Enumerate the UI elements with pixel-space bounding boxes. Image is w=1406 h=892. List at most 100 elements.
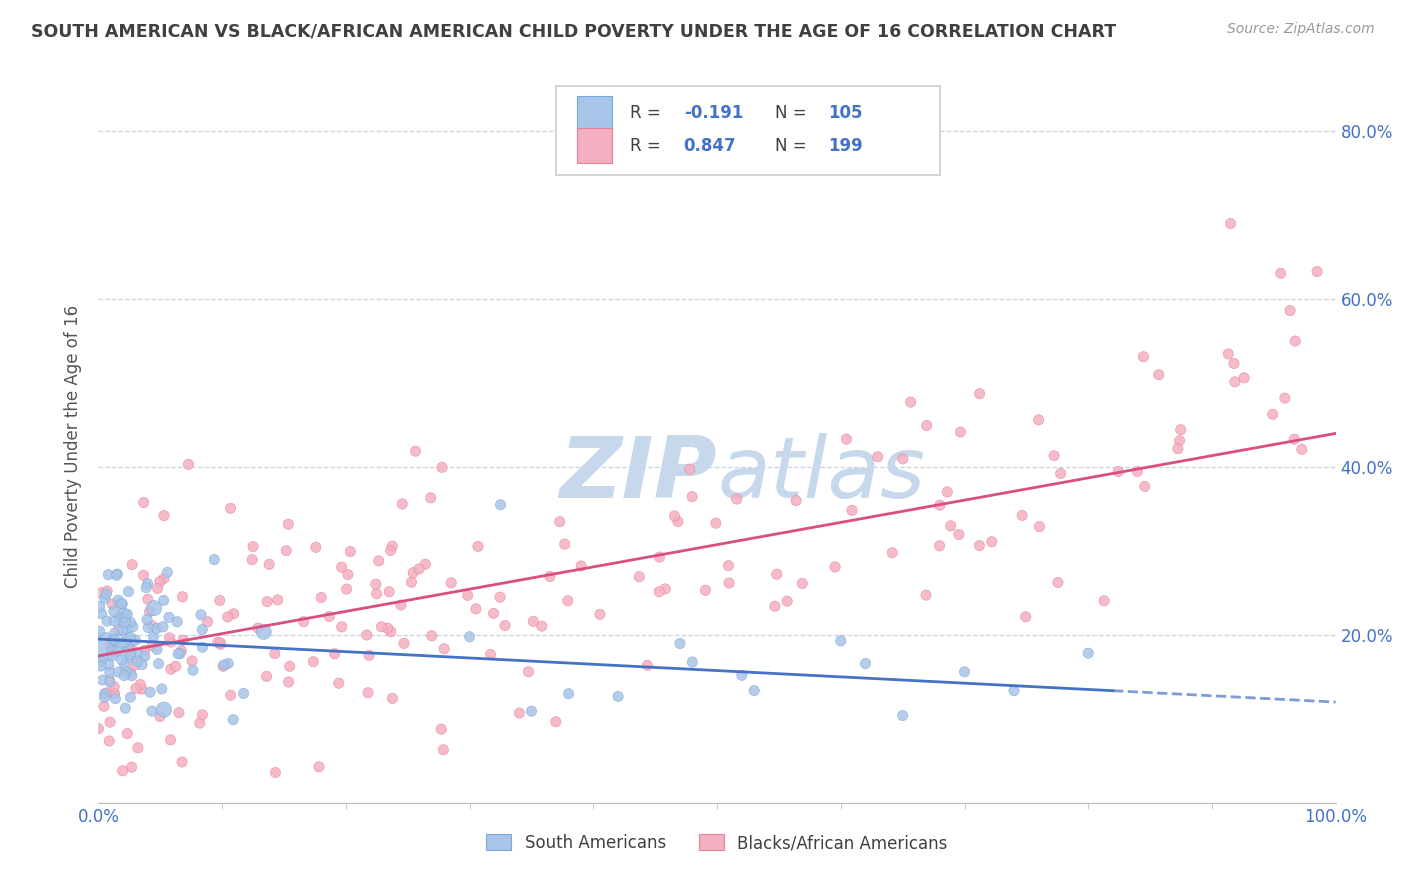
Point: [181, 654, 204, 668]
Point: [467, 540, 489, 554]
Point: [103, 632, 125, 647]
Text: R =: R =: [630, 103, 666, 121]
Point: [124, 657, 146, 672]
Point: [264, 765, 287, 780]
Point: [1274, 391, 1296, 405]
Point: [112, 608, 135, 623]
Point: [217, 657, 239, 671]
Point: [949, 425, 972, 439]
Point: [90, 659, 112, 673]
Point: [207, 635, 229, 649]
Point: [1284, 334, 1306, 348]
Point: [953, 665, 976, 679]
Point: [277, 517, 299, 532]
Point: [142, 630, 165, 644]
Point: [359, 648, 381, 663]
Point: [405, 444, 427, 458]
Point: [121, 620, 143, 634]
Point: [96, 587, 118, 601]
Point: [980, 534, 1002, 549]
Point: [530, 619, 553, 633]
Point: [377, 621, 399, 635]
Point: [93, 690, 115, 705]
Point: [136, 613, 159, 627]
Point: [882, 546, 904, 560]
Point: [765, 567, 787, 582]
Point: [120, 690, 142, 705]
Point: [101, 648, 124, 663]
Point: [115, 622, 138, 636]
Text: -0.191: -0.191: [683, 103, 742, 121]
Point: [127, 654, 149, 668]
FancyBboxPatch shape: [578, 95, 612, 130]
Point: [212, 659, 235, 673]
Point: [323, 647, 346, 661]
Point: [367, 554, 389, 568]
Point: [101, 633, 124, 648]
Point: [1046, 575, 1069, 590]
Point: [364, 577, 387, 591]
Point: [117, 651, 139, 665]
Point: [292, 615, 315, 629]
Point: [100, 638, 122, 652]
Point: [557, 687, 579, 701]
Point: [939, 518, 962, 533]
Point: [115, 665, 138, 679]
Point: [569, 558, 592, 573]
Point: [792, 576, 814, 591]
Point: [149, 709, 172, 723]
Point: [392, 636, 415, 650]
Point: [246, 621, 269, 635]
Point: [115, 607, 138, 622]
Point: [134, 643, 156, 657]
Point: [389, 598, 412, 612]
Point: [725, 491, 748, 506]
Point: [928, 539, 950, 553]
Point: [114, 627, 136, 641]
Point: [153, 703, 176, 717]
Point: [1107, 465, 1129, 479]
Point: [339, 544, 361, 558]
Point: [166, 615, 188, 629]
Point: [169, 647, 191, 661]
Point: [681, 490, 703, 504]
Point: [87, 722, 110, 736]
Point: [191, 707, 214, 722]
Point: [153, 571, 176, 585]
Point: [336, 582, 359, 596]
Point: [276, 543, 298, 558]
Point: [1219, 217, 1241, 231]
Point: [855, 657, 877, 671]
Point: [1028, 519, 1050, 533]
Point: [366, 587, 388, 601]
Point: [628, 570, 651, 584]
Point: [681, 655, 703, 669]
Point: [928, 498, 950, 512]
Point: [96, 614, 118, 628]
Point: [430, 460, 453, 475]
Point: [91, 673, 114, 687]
Point: [111, 597, 134, 611]
Text: 105: 105: [828, 103, 863, 121]
Point: [664, 508, 686, 523]
Point: [1167, 442, 1189, 456]
Point: [172, 590, 194, 604]
Point: [111, 623, 134, 637]
Point: [370, 620, 392, 634]
Point: [731, 668, 754, 682]
Point: [167, 706, 190, 720]
Point: [135, 581, 157, 595]
Point: [1002, 683, 1025, 698]
Point: [866, 450, 889, 464]
Point: [1270, 266, 1292, 280]
Point: [835, 432, 858, 446]
Point: [318, 609, 340, 624]
Point: [381, 691, 404, 706]
Point: [717, 558, 740, 573]
Point: [134, 649, 156, 664]
Point: [110, 636, 132, 650]
Point: [94, 591, 117, 606]
Point: [1049, 467, 1071, 481]
Point: [127, 647, 149, 661]
Point: [936, 484, 959, 499]
